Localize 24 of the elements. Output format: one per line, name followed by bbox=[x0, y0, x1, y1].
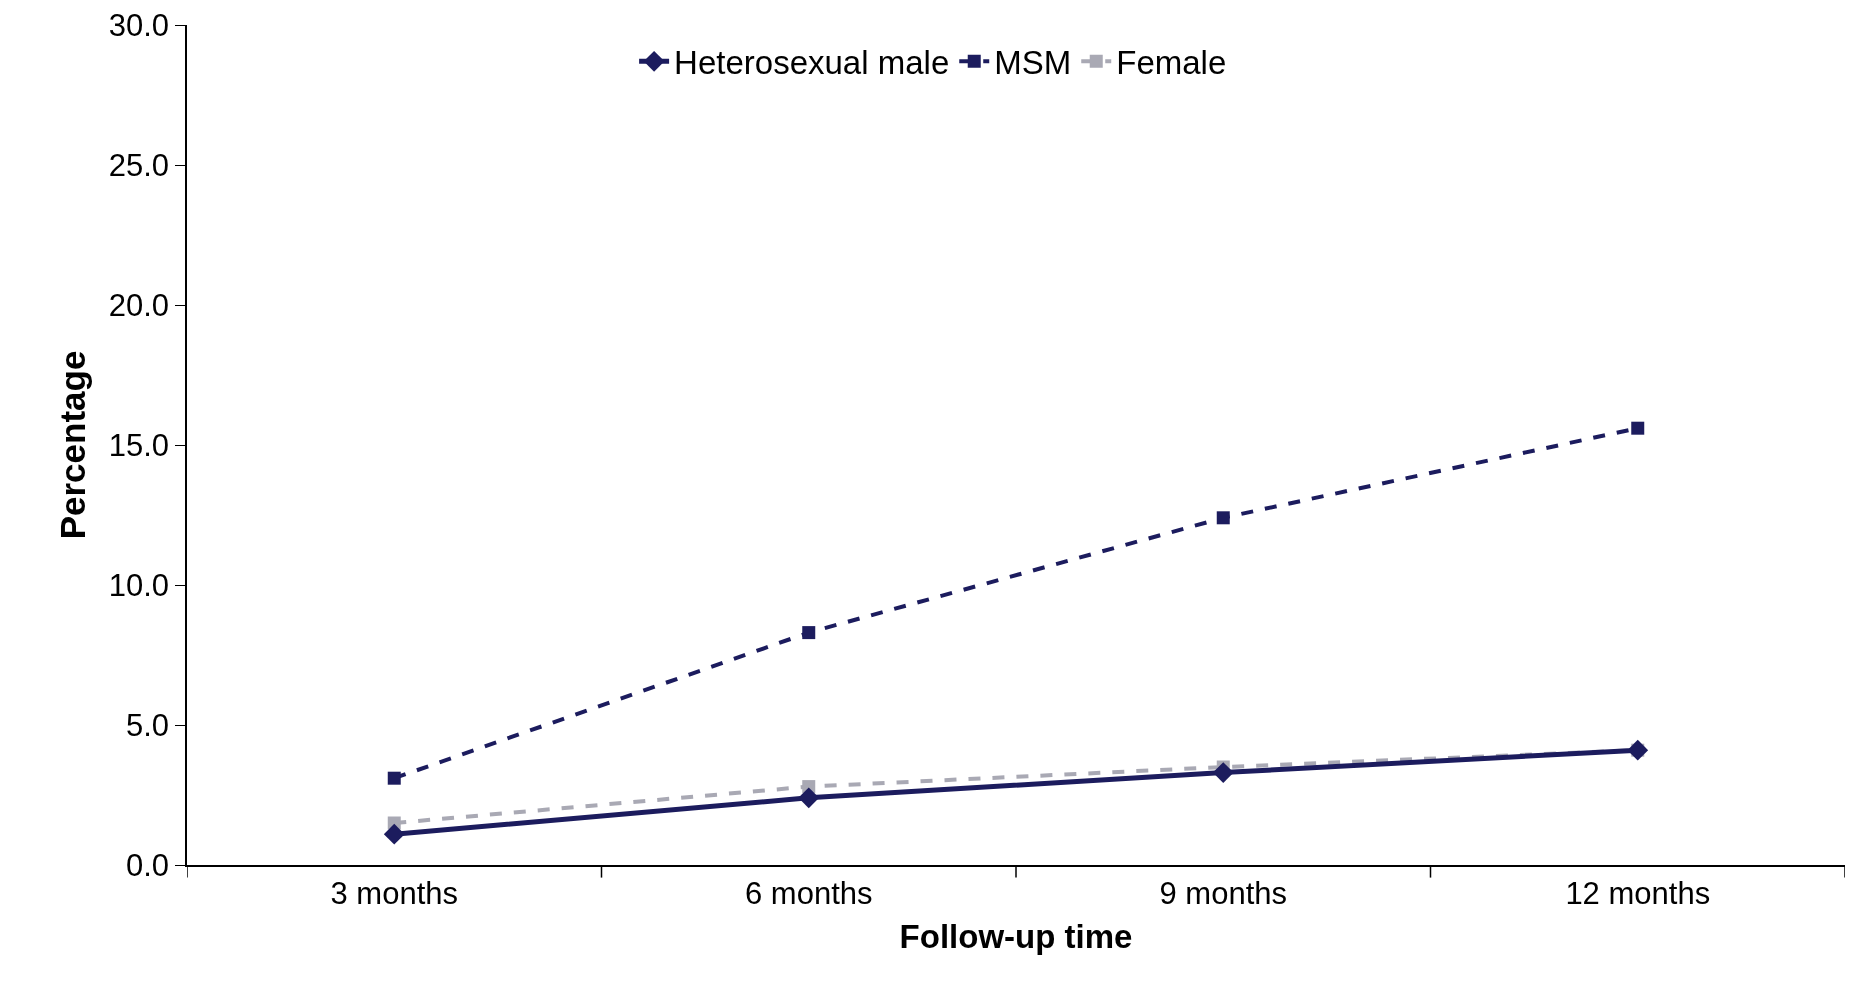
x-axis-title: Follow-up time bbox=[899, 918, 1133, 956]
y-tick-label: 25.0 bbox=[108, 147, 170, 183]
legend-label: MSM bbox=[994, 44, 1072, 82]
y-tick-label: 15.0 bbox=[108, 427, 170, 463]
point bbox=[1627, 739, 1649, 761]
point bbox=[798, 787, 820, 809]
point bbox=[1631, 421, 1645, 435]
point bbox=[1212, 762, 1234, 783]
x-tick-label: 9 months bbox=[1159, 875, 1288, 911]
y-tick-label: 10.0 bbox=[108, 567, 170, 603]
y-tick-label: 20.0 bbox=[108, 287, 170, 323]
legend-label: Heterosexual male bbox=[674, 44, 950, 82]
y-tick-label: 5.0 bbox=[125, 707, 170, 743]
point bbox=[387, 771, 401, 785]
y-tick-label: 30.0 bbox=[108, 7, 170, 43]
point bbox=[383, 823, 405, 845]
legend-label: Female bbox=[1116, 44, 1227, 82]
point bbox=[1216, 511, 1230, 525]
point bbox=[802, 626, 816, 640]
x-tick-label: 6 months bbox=[744, 875, 873, 911]
y-axis-title: Percentage bbox=[53, 350, 93, 540]
x-tick-label: 12 months bbox=[1565, 875, 1711, 911]
x-tick-label: 3 months bbox=[330, 875, 459, 911]
y-tick-label: 0.0 bbox=[125, 847, 170, 883]
